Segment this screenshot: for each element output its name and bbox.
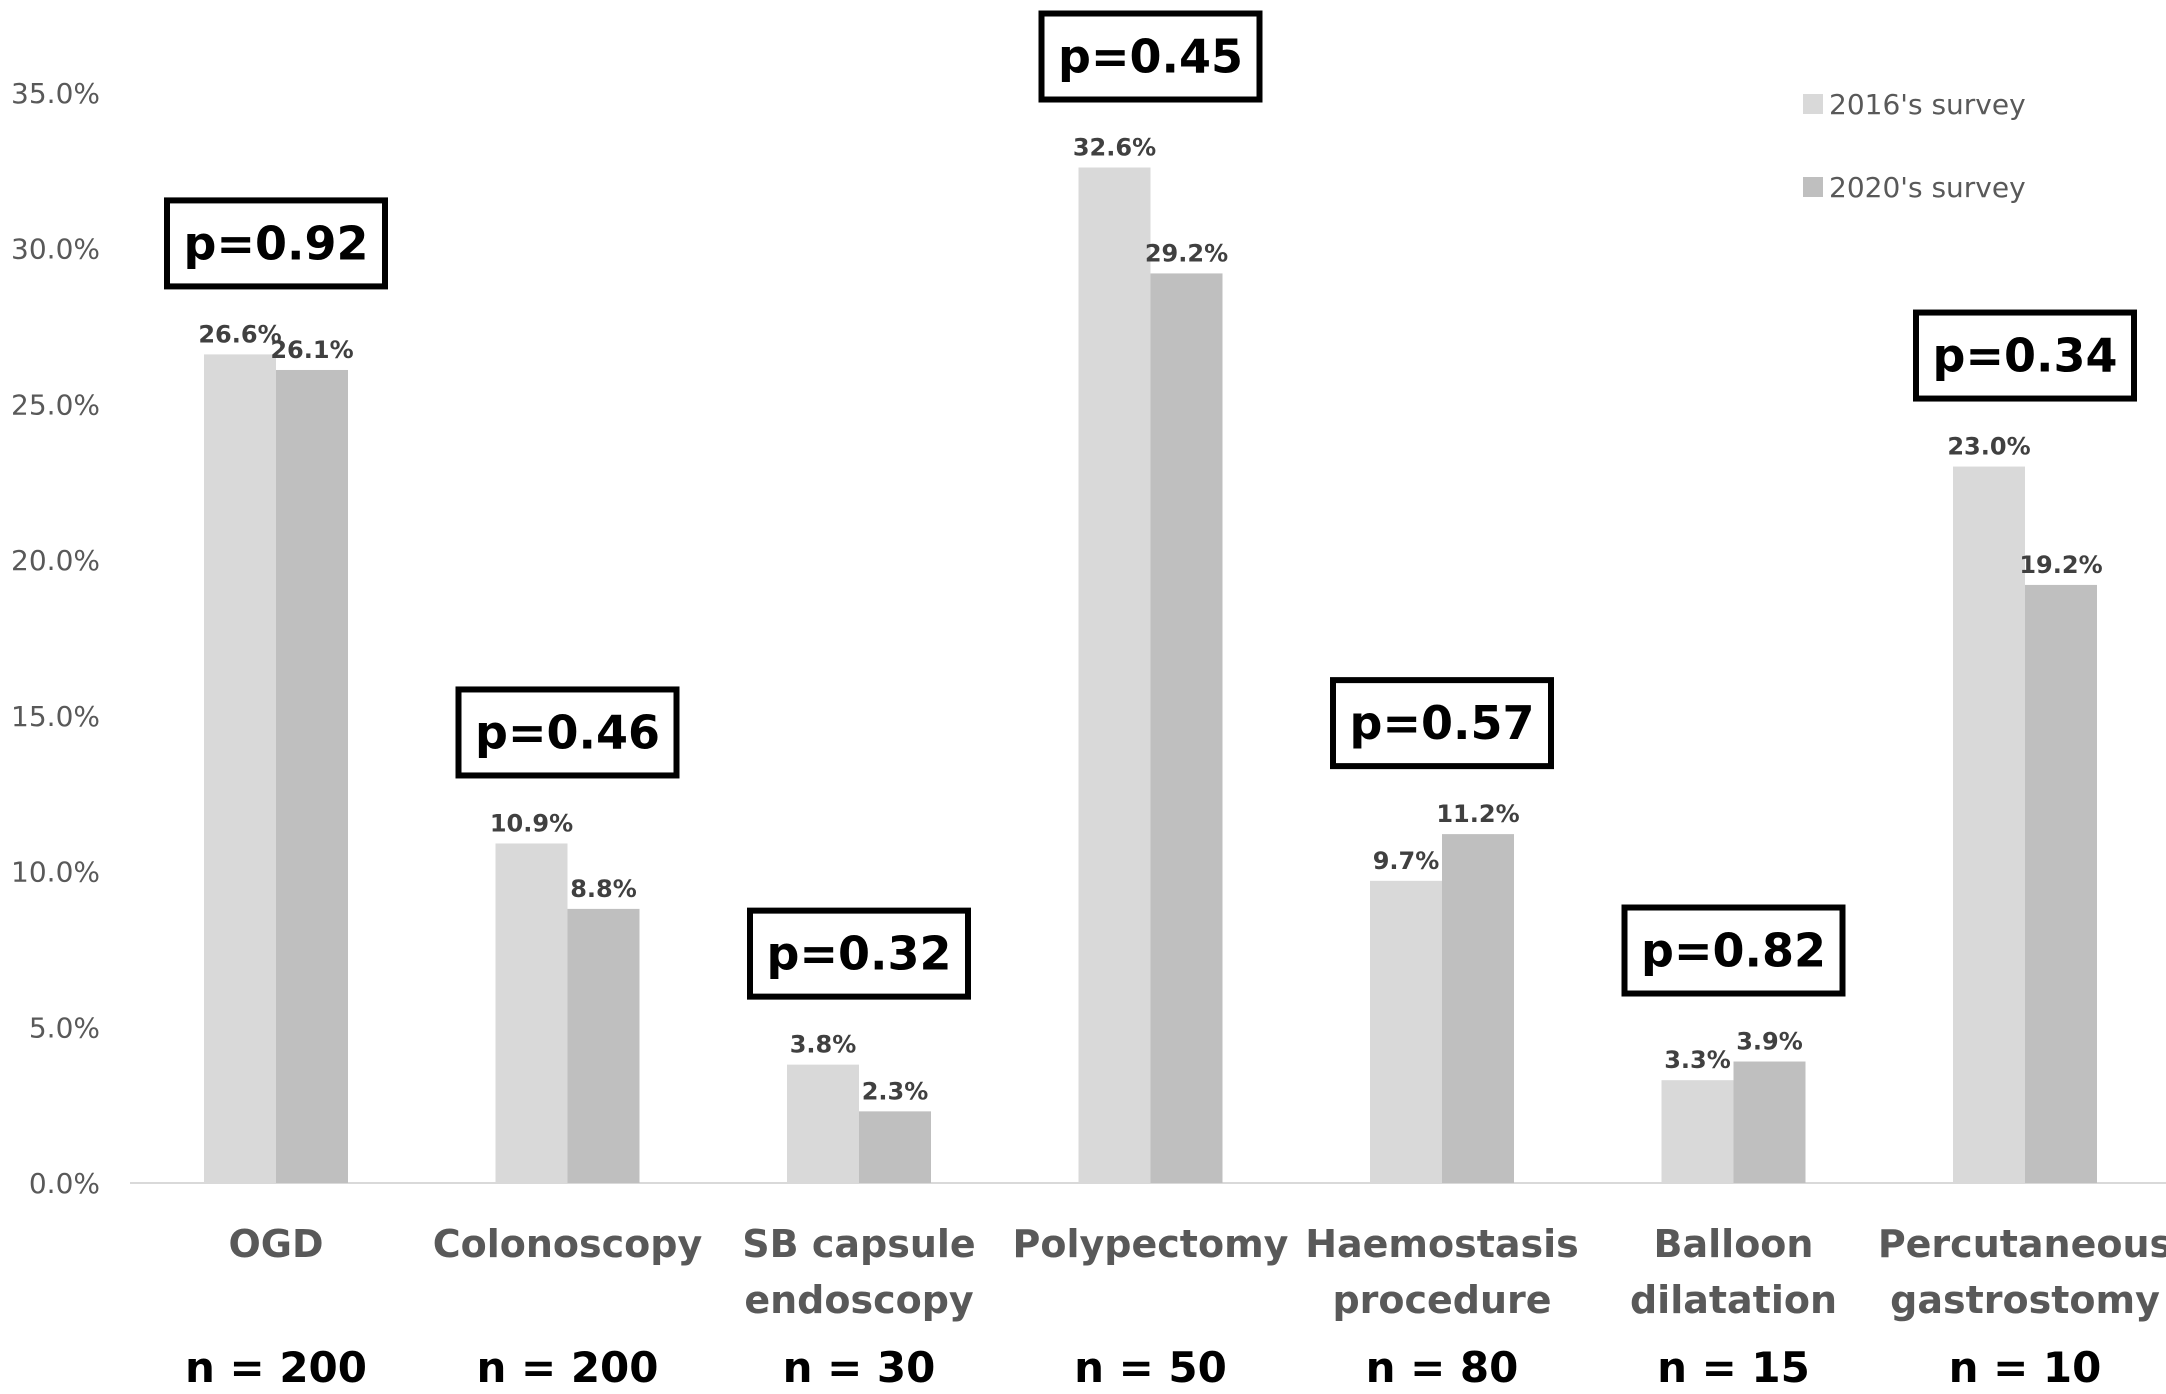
category-label: Polypectomy <box>1013 1222 1289 1266</box>
data-label-2016: 26.6% <box>198 320 281 348</box>
sample-size-label: n = 50 <box>1074 1343 1227 1390</box>
p-value-label: p=0.46 <box>475 705 660 759</box>
category-label: gastrostomy <box>1890 1278 2160 1322</box>
legend-swatch <box>1803 177 1823 197</box>
data-label-2016: 10.9% <box>490 809 573 837</box>
y-tick-label: 15.0% <box>11 700 100 733</box>
bar-2016 <box>787 1064 859 1183</box>
data-label-2016: 23.0% <box>1947 433 2030 461</box>
data-label-2016: 3.3% <box>1664 1046 1731 1074</box>
sample-size-label: n = 30 <box>783 1343 936 1390</box>
bar-2020 <box>859 1111 931 1183</box>
bar-2020 <box>1150 273 1223 1183</box>
bar-2020 <box>1733 1061 1806 1183</box>
category-label: procedure <box>1332 1278 1551 1322</box>
sample-size-labels: n = 200 n = 200 n = 30 n = 50 n = 80 n = 15 n … <box>185 1343 2102 1392</box>
bars <box>204 167 2097 1183</box>
bar-2020 <box>2025 584 2097 1183</box>
category-label: Colonoscopy <box>433 1222 703 1266</box>
p-value-box <box>455 686 680 779</box>
bar-2020 <box>276 369 348 1183</box>
p-value-label: p=0.92 <box>184 216 369 270</box>
legend: 2016's survey 2020's survey <box>1803 88 2026 204</box>
legend-label: 2020's survey <box>1829 171 2026 204</box>
category-label: Haemostasis <box>1305 1222 1579 1266</box>
p-value-label: p=0.45 <box>1058 30 1243 84</box>
y-tick-label: 30.0% <box>11 233 100 266</box>
sample-size-label: n = 10 <box>1949 1343 2102 1390</box>
bar-2020 <box>567 908 640 1183</box>
data-label-2020: 3.9% <box>1736 1028 1803 1056</box>
legend-label: 2016's survey <box>1829 88 2026 121</box>
p-value-box <box>164 197 388 290</box>
category-label: endoscopy <box>744 1278 974 1322</box>
p-value-box <box>1913 309 2137 402</box>
y-axis: 0.0% 5.0% 10.0% 15.0% 20.0% 25.0% 30.0% 35.0% <box>11 77 100 1200</box>
p-value-box <box>1621 904 1846 997</box>
y-tick-label: 20.0% <box>11 544 100 577</box>
data-label-2016: 9.7% <box>1373 847 1440 875</box>
y-tick-label: 10.0% <box>11 856 100 889</box>
data-labels: 26.6%26.1% 10.9% 8.8% 3.8%2.3% 32.6% 29.2% 9.7… <box>198 134 2102 1106</box>
p-value-label: p=0.57 <box>1350 696 1535 750</box>
data-label-2020: 11.2% <box>1436 800 1519 828</box>
sample-size-label: n = 200 <box>185 1343 367 1390</box>
legend-swatch <box>1803 94 1823 114</box>
data-label-2020: 8.8% <box>570 875 637 903</box>
sample-size-label: n = 15 <box>1657 1343 1810 1390</box>
data-label-2020: 2.3% <box>862 1077 929 1105</box>
category-label: OGD <box>228 1222 323 1266</box>
p-value-box <box>747 907 971 1000</box>
p-value-label: p=0.82 <box>1641 924 1826 978</box>
category-label: Percutaneous <box>1878 1222 2166 1266</box>
sample-size-label: n = 200 <box>476 1343 658 1390</box>
data-label-2016: 3.8% <box>790 1031 857 1059</box>
bar-2016 <box>495 843 568 1183</box>
category-label: SB capsule <box>742 1222 975 1266</box>
bar-2016 <box>1953 466 2025 1183</box>
p-value-box <box>1330 677 1554 770</box>
bar-2016 <box>1370 880 1442 1183</box>
category-label: dilatation <box>1630 1278 1837 1322</box>
y-tick-label: 5.0% <box>29 1011 100 1044</box>
category-label: Balloon <box>1654 1222 1814 1266</box>
category-labels: OGD Colonoscopy SB capsule endoscopy Polypec… <box>228 1222 2166 1322</box>
data-label-2016: 32.6% <box>1073 134 1156 162</box>
data-label-2020: 19.2% <box>2019 551 2102 579</box>
y-tick-label: 0.0% <box>29 1167 100 1200</box>
sample-size-label: n = 80 <box>1366 1343 1519 1390</box>
p-value-label: p=0.32 <box>767 927 952 981</box>
p-value-box <box>1038 10 1263 103</box>
p-value-label: p=0.34 <box>1933 329 2118 383</box>
bar-2020 <box>1442 834 1514 1183</box>
bar-2016 <box>1078 167 1151 1183</box>
y-tick-label: 35.0% <box>11 77 100 110</box>
bar-2016 <box>1661 1080 1734 1183</box>
data-label-2020: 26.1% <box>270 336 353 364</box>
bar-2016 <box>204 354 276 1183</box>
data-label-2020: 29.2% <box>1145 239 1228 267</box>
y-tick-label: 25.0% <box>11 388 100 421</box>
p-value-boxes: p=0.92 p=0.46 p=0.32 p=0.45 p=0.57 p=0.82 p=0.… <box>164 10 2137 1000</box>
